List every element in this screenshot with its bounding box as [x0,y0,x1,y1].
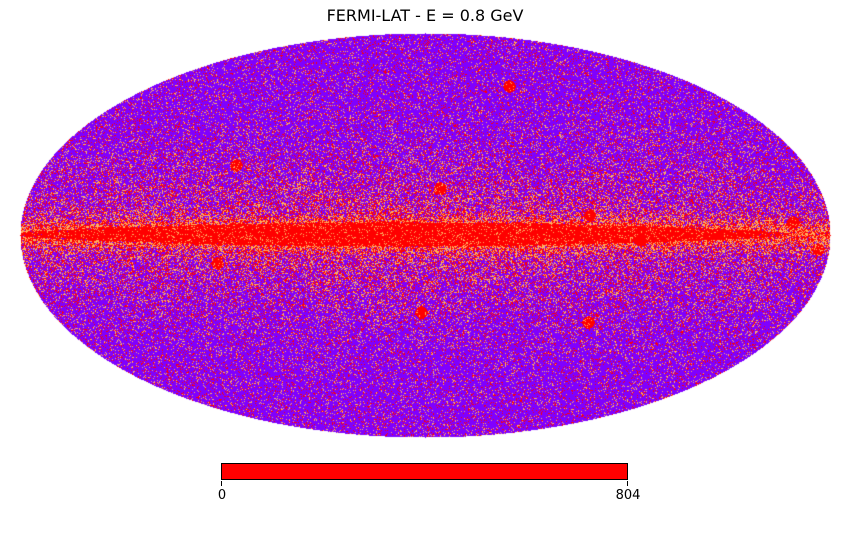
plot-title: FERMI-LAT - E = 0.8 GeV [326,6,524,25]
colorbar-tick-max [627,481,628,486]
mollweide-sky-map [0,0,850,450]
colorbar-max-label: 804 [615,488,641,503]
colorbar [221,463,628,480]
colorbar-min-label: 0 [217,488,227,503]
colorbar-tick-min [221,481,222,486]
